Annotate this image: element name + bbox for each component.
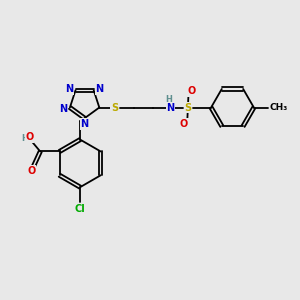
- Text: N: N: [167, 103, 175, 112]
- Text: O: O: [26, 132, 34, 142]
- Text: H: H: [21, 134, 28, 143]
- Text: O: O: [27, 166, 35, 176]
- Text: CH₃: CH₃: [269, 103, 288, 112]
- Text: O: O: [188, 86, 196, 96]
- Text: Cl: Cl: [75, 204, 86, 214]
- Text: N: N: [65, 84, 74, 94]
- Text: O: O: [180, 119, 188, 129]
- Text: N: N: [80, 119, 89, 129]
- Text: H: H: [166, 95, 172, 104]
- Text: N: N: [59, 104, 68, 114]
- Text: S: S: [184, 103, 191, 112]
- Text: S: S: [111, 103, 118, 112]
- Text: N: N: [96, 84, 104, 94]
